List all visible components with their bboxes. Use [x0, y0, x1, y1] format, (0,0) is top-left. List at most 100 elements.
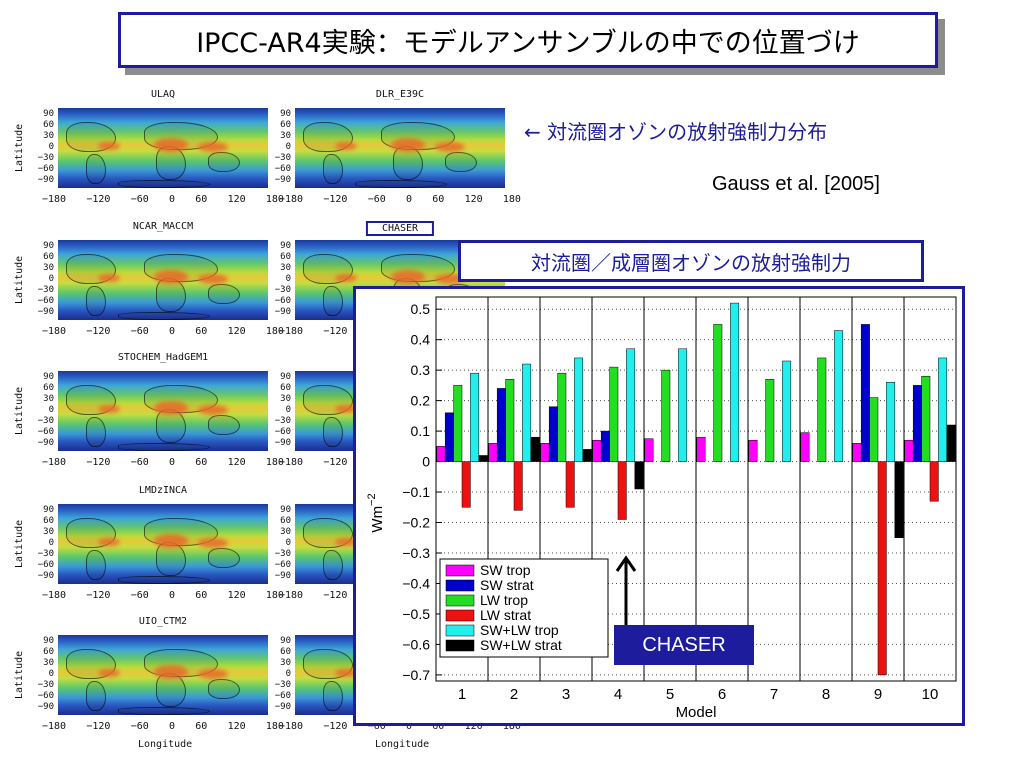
- lat-tick: −30: [37, 549, 54, 559]
- bar-sw-lw-strat: [478, 455, 488, 462]
- lon-tick: −120: [323, 590, 348, 601]
- lat-ticks: 90 60 30 0 −30 −60 −90: [34, 506, 54, 583]
- lon-tick: −180: [42, 590, 67, 601]
- bar-sw-lw-trop: [470, 372, 480, 462]
- lat-tick: 30: [43, 263, 54, 273]
- lat-tick: 90: [43, 636, 54, 646]
- lat-tick: −60: [37, 164, 54, 174]
- bar-sw-lw-trop: [834, 330, 844, 462]
- slide-title: IPCC-AR4実験：モデルアンサンブルの中での位置づけ: [118, 12, 938, 68]
- lon-tick: −60: [130, 590, 149, 601]
- lat-tick: −90: [274, 307, 291, 317]
- ozone-hotspot: [335, 142, 357, 150]
- continent-outline: [208, 152, 240, 172]
- ozone-hotspot: [98, 669, 120, 677]
- lon-tick: 120: [227, 721, 246, 732]
- y-tick-label: 0.1: [411, 423, 431, 439]
- lon-ticks: −180 −120 −60 0 60 120 180: [279, 194, 521, 205]
- x-tick-label: 7: [770, 686, 778, 703]
- lon-tick: 60: [195, 721, 208, 732]
- lon-tick: −180: [279, 721, 304, 732]
- lat-tick: 30: [280, 263, 291, 273]
- continent-outline: [323, 681, 343, 711]
- lat-tick: 30: [280, 394, 291, 404]
- ozone-hotspot: [98, 538, 120, 546]
- lat-tick: −90: [274, 702, 291, 712]
- legend-swatch: [445, 579, 475, 592]
- lon-tick: 180: [265, 326, 284, 337]
- y-tick-label: −0.3: [402, 545, 430, 561]
- continent-outline: [86, 550, 106, 580]
- y-tick-label: −0.6: [402, 636, 430, 652]
- lon-tick: 120: [227, 590, 246, 601]
- ozone-hotspot: [335, 669, 357, 677]
- lat-tick: −90: [274, 571, 291, 581]
- lon-tick: −60: [130, 721, 149, 732]
- latitude-axis-label: Latitude: [14, 519, 25, 568]
- continent-outline: [118, 180, 210, 188]
- legend-swatch: [445, 594, 475, 607]
- bar-sw-lw-trop: [730, 302, 740, 462]
- y-tick-label: 0.4: [411, 332, 431, 348]
- map-title: STOCHEM_HadGEM1: [117, 352, 209, 363]
- lat-tick: 60: [43, 383, 54, 393]
- bar-sw-lw-trop: [574, 357, 584, 462]
- ozone-hotspot: [98, 142, 120, 150]
- lat-tick: −60: [37, 296, 54, 306]
- legend-swatch: [445, 609, 475, 622]
- bar-sw-lw-strat: [582, 449, 592, 462]
- x-tick-label: 8: [822, 686, 830, 703]
- lon-ticks: −180 −120 −60 0 60 120 180: [42, 721, 284, 732]
- continent-outline: [86, 417, 106, 447]
- lat-tick: 60: [43, 252, 54, 262]
- continent-outline: [323, 550, 343, 580]
- map-title: NCAR_MACCM: [132, 221, 194, 232]
- continent-outline: [323, 417, 343, 447]
- x-tick-label: 10: [922, 686, 939, 703]
- ozone-hotspot: [98, 405, 120, 413]
- lon-tick: 60: [195, 590, 208, 601]
- x-tick-label: 1: [458, 686, 466, 703]
- lat-tick: −60: [274, 296, 291, 306]
- lon-tick: 60: [432, 194, 445, 205]
- legend-swatch: [445, 624, 475, 637]
- latitude-axis-label: Latitude: [14, 255, 25, 304]
- callout-arrow-icon: [615, 555, 637, 625]
- lat-tick: 90: [43, 505, 54, 515]
- latitude-axis-label: Latitude: [14, 386, 25, 435]
- ozone-hotspot: [198, 538, 228, 548]
- lat-tick: 90: [43, 241, 54, 251]
- bar-sw-trop: [696, 436, 706, 462]
- lon-tick: −120: [323, 326, 348, 337]
- bar-lw-trop: [765, 379, 775, 462]
- x-tick-label: 6: [718, 686, 726, 703]
- lon-tick: 180: [502, 721, 521, 732]
- lat-tick: 60: [280, 120, 291, 130]
- lat-tick: 90: [280, 241, 291, 251]
- legend-swatch: [445, 564, 475, 577]
- bar-sw-trop: [904, 439, 914, 462]
- lat-tick: 0: [285, 669, 291, 679]
- lat-ticks: 90 60 30 0 −30 −60 −90: [271, 373, 291, 450]
- ozone-hotspot: [198, 274, 228, 284]
- ozone-hotspot: [98, 274, 120, 282]
- bar-sw-lw-trop: [522, 363, 532, 462]
- ozone-hotspot: [198, 405, 228, 415]
- lat-tick: −90: [37, 702, 54, 712]
- lon-tick: −180: [42, 721, 67, 732]
- longitude-axis-label: Longitude: [375, 739, 430, 750]
- bar-sw-trop: [800, 432, 810, 462]
- continent-outline: [118, 312, 210, 320]
- bar-sw-trop: [852, 443, 862, 462]
- bar-lw-trop: [609, 366, 619, 462]
- y-tick-label: 0.2: [411, 393, 431, 409]
- ozone-hotspot: [435, 142, 465, 152]
- lat-tick: 0: [48, 669, 54, 679]
- x-tick-label: 5: [666, 686, 674, 703]
- bar-sw-trop: [592, 439, 602, 462]
- chaser-callout: CHASER: [614, 625, 754, 665]
- bar-sw-lw-trop: [626, 348, 636, 462]
- lat-tick: 60: [43, 120, 54, 130]
- lon-tick: 60: [195, 457, 208, 468]
- lat-tick: −30: [37, 285, 54, 295]
